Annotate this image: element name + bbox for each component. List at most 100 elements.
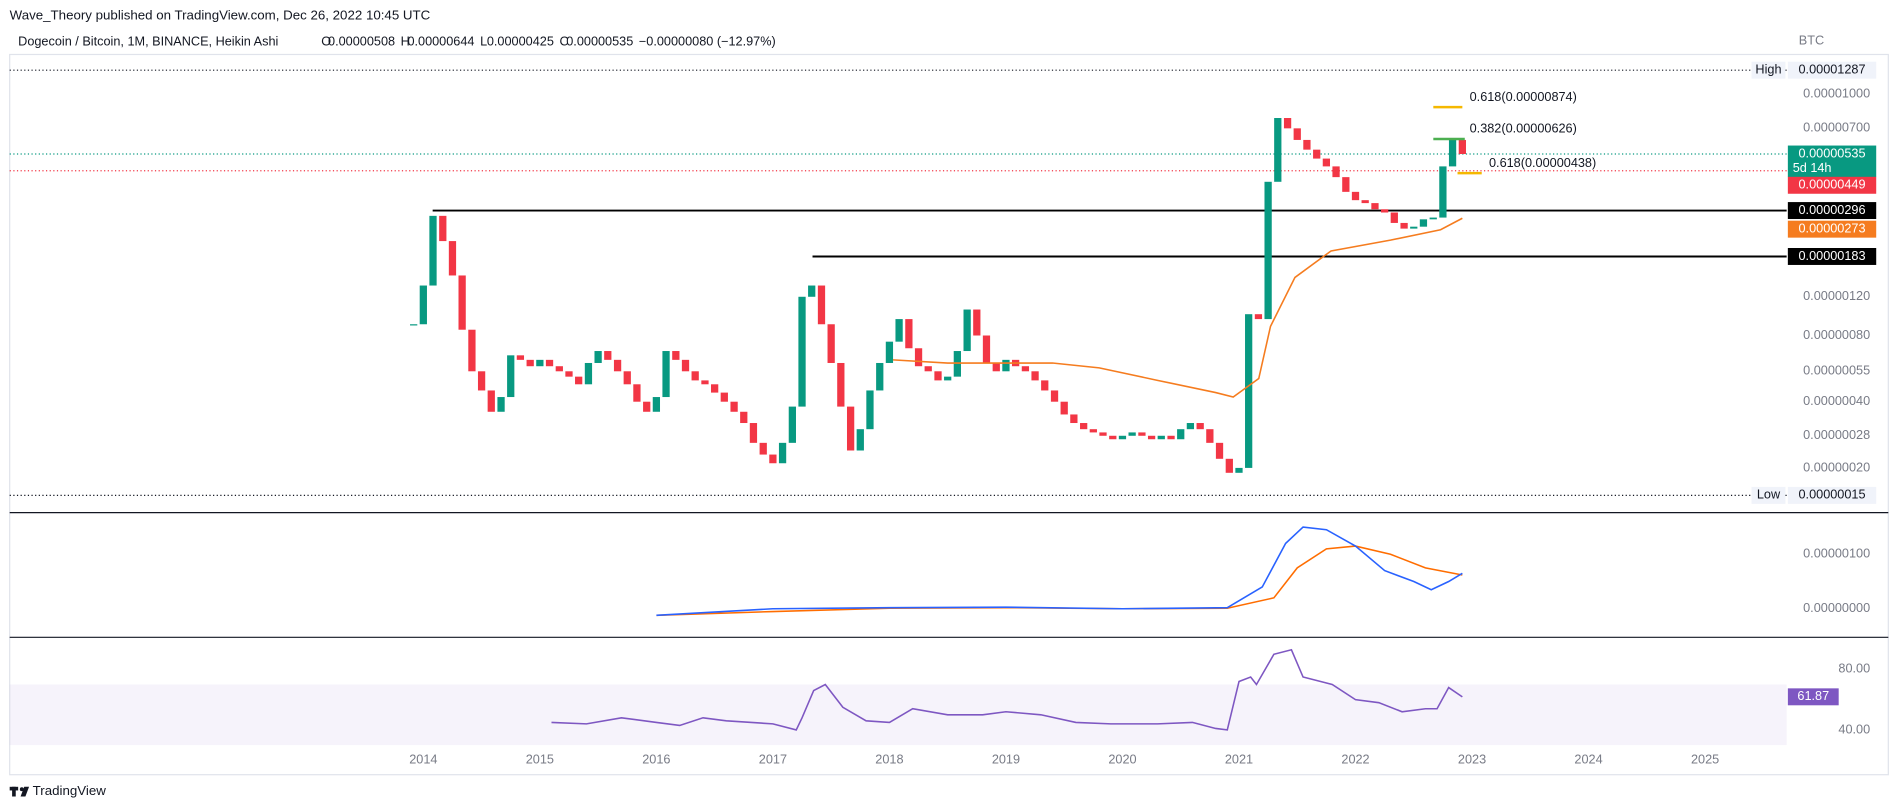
candle (1118, 435, 1127, 440)
last-price-label-box (1787, 145, 1877, 178)
candle (1109, 435, 1117, 440)
candle (1138, 432, 1146, 436)
candle (1274, 118, 1282, 182)
candle (846, 406, 855, 451)
last-price-label: 0.00000535 (1799, 146, 1866, 160)
x-tick-label: 2015 (526, 753, 554, 767)
candle (1021, 366, 1030, 372)
candle (565, 371, 573, 377)
candle (1206, 429, 1214, 443)
candle (1041, 380, 1049, 391)
candle (1177, 429, 1185, 440)
y-tick-label: 0.00000120 (1803, 289, 1870, 303)
candle (1283, 118, 1292, 129)
fib-label: 0.618(0.00000438) (1489, 156, 1596, 170)
candle (711, 384, 719, 393)
candle (1419, 219, 1428, 227)
rsi-value-label: 61.87 (1797, 689, 1829, 703)
candle (1050, 390, 1059, 402)
candle (410, 324, 418, 326)
x-tick-label: 2020 (1108, 753, 1136, 767)
prev-price-label-box (1787, 176, 1877, 194)
legend-text: L (480, 35, 487, 49)
legend-text: Dogecoin / Bitcoin, 1M, BINANCE, Heikin … (18, 35, 278, 49)
legend-text: 0.00000535 (566, 35, 633, 49)
logo (9, 786, 30, 797)
candle (1342, 177, 1350, 192)
legend-text: 0.00000508 (328, 35, 395, 49)
x-tick-label: 2018 (875, 753, 903, 767)
frame (9, 53, 1889, 776)
candle (613, 359, 622, 372)
candle (1322, 158, 1331, 167)
candle (584, 362, 593, 385)
candle (740, 411, 748, 424)
y-tick-label: 0.00000080 (1803, 328, 1870, 342)
candle (1245, 314, 1253, 468)
candle (769, 454, 777, 464)
low-line-value: 0.00000015 (1799, 488, 1866, 502)
candle (982, 335, 991, 363)
candle (1225, 458, 1233, 473)
legend: Dogecoin / Bitcoin, 1M, BINANCE, Heikin … (18, 35, 776, 49)
candle (419, 285, 427, 325)
candle (633, 384, 641, 402)
y-tick-label: 0.00000040 (1803, 394, 1870, 408)
candle (1371, 203, 1379, 210)
candle (798, 296, 806, 407)
fib-label: 0.382(0.00000626) (1470, 122, 1577, 136)
y-tick-label: 0.00000028 (1803, 428, 1870, 442)
candle (924, 366, 932, 372)
candle (1215, 442, 1224, 459)
x-tick-label: 2023 (1458, 753, 1486, 767)
candle (497, 397, 505, 412)
candle (992, 362, 1000, 372)
candle (905, 319, 913, 349)
x-tick-label: 2019 (992, 753, 1020, 767)
candle (1235, 467, 1243, 473)
level-label: 0.00000183 (1799, 249, 1866, 263)
candle (1293, 128, 1301, 140)
candle (749, 423, 758, 443)
high-line-value: 0.00001287 (1799, 63, 1866, 77)
candle (827, 324, 835, 363)
candle (536, 359, 544, 367)
candle (808, 285, 816, 297)
high-line-box (1787, 61, 1877, 79)
x-tick-label: 2016 (642, 753, 670, 767)
candle (439, 215, 447, 242)
candle (1429, 217, 1437, 220)
candle (1070, 414, 1078, 424)
candle (1060, 401, 1068, 415)
rsi-tick-label: 80.00 (1838, 662, 1870, 676)
candle (1390, 212, 1398, 223)
y-tick-label: 0.00001000 (1803, 87, 1870, 101)
candle (1254, 314, 1263, 320)
candle (604, 351, 612, 360)
candle (672, 351, 680, 360)
low-line-name-box (1751, 486, 1786, 504)
x-tick-label: 2014 (409, 753, 437, 767)
candle (1264, 181, 1272, 320)
level-label: 0.00000296 (1799, 203, 1866, 217)
candle (1410, 226, 1418, 229)
candle (1089, 429, 1097, 433)
candle (429, 215, 437, 286)
candle (1458, 139, 1466, 155)
candle (876, 362, 884, 391)
macd-tick-label: 0.00000000 (1803, 601, 1870, 615)
candle (1439, 166, 1447, 218)
legend-text: 0.00000425 (487, 35, 554, 49)
axis-unit: BTC (1799, 34, 1824, 48)
level-label-box (1787, 248, 1877, 265)
x-tick-label: 2021 (1225, 753, 1253, 767)
low-line-box (1787, 486, 1877, 504)
candle (944, 376, 952, 381)
x-tick-label: 2017 (759, 753, 787, 767)
candle (1157, 435, 1165, 440)
candle (1002, 359, 1010, 372)
x-tick-label: 2024 (1574, 753, 1602, 767)
rsi-line (551, 648, 1463, 731)
candle (701, 380, 709, 385)
legend-text: C (559, 35, 568, 49)
